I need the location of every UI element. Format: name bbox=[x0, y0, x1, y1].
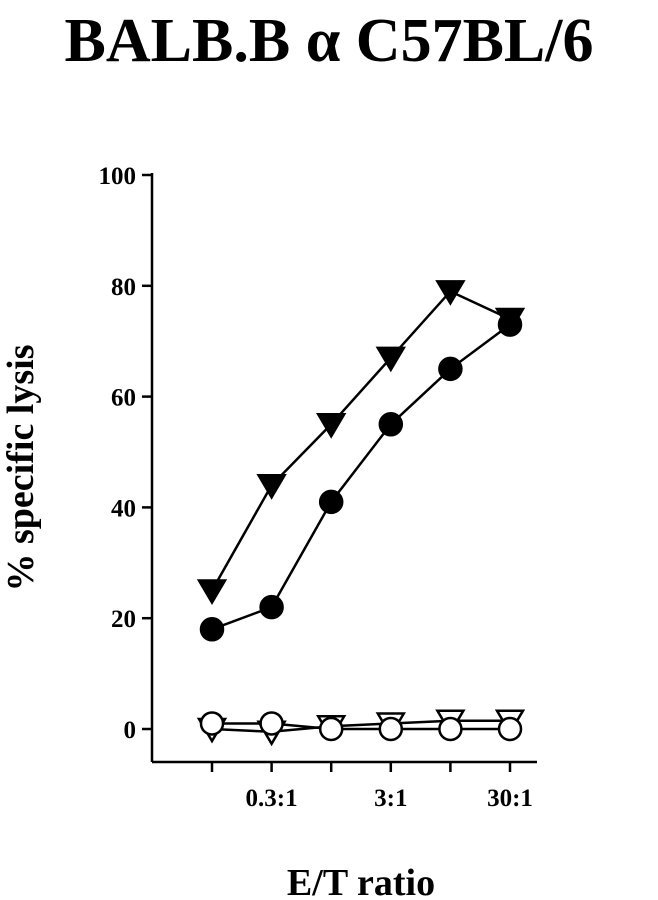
y-tick-label: 100 bbox=[99, 163, 137, 190]
data-point bbox=[375, 346, 406, 373]
y-tick-label: 0 bbox=[124, 717, 137, 744]
data-point bbox=[494, 307, 526, 334]
series-line bbox=[210, 289, 511, 592]
series-line bbox=[211, 719, 510, 734]
axes bbox=[150, 173, 537, 764]
data-point bbox=[497, 716, 523, 742]
series-filled-circle bbox=[199, 312, 523, 642]
x-tick-label: 3:1 bbox=[374, 785, 407, 812]
data-point bbox=[438, 356, 463, 382]
data-point bbox=[256, 473, 287, 500]
axis-ticks: 0 20 40 60 80 100 0.3:1 3:1 30:1 bbox=[99, 163, 533, 812]
data-point bbox=[378, 412, 404, 437]
y-axis-label: % specific lysis bbox=[0, 345, 42, 592]
data-point bbox=[378, 716, 404, 742]
data-point bbox=[435, 280, 466, 306]
x-axis-label: E/T ratio bbox=[287, 862, 435, 900]
y-tick-label: 20 bbox=[111, 606, 136, 633]
data-point bbox=[196, 579, 228, 605]
data-point bbox=[199, 617, 225, 642]
data-point bbox=[199, 711, 225, 736]
data-point bbox=[316, 413, 347, 439]
data-point bbox=[438, 716, 463, 742]
series-line bbox=[211, 323, 511, 631]
series-open-circle bbox=[199, 711, 523, 742]
chart-title: BALB.B α C57BL/6 bbox=[64, 7, 594, 75]
x-tick-label: 30:1 bbox=[487, 785, 533, 812]
y-tick-label: 80 bbox=[111, 274, 136, 301]
x-tick-label: 0.3:1 bbox=[246, 785, 298, 812]
series-filled-triangle-down bbox=[196, 280, 526, 605]
data-point bbox=[318, 716, 344, 742]
data-point bbox=[318, 489, 344, 515]
y-tick-label: 60 bbox=[111, 385, 136, 412]
y-tick-label: 40 bbox=[111, 495, 136, 522]
data-point bbox=[259, 594, 284, 620]
series-layer bbox=[196, 280, 526, 747]
data-point bbox=[259, 711, 284, 736]
series-open-triangle-down bbox=[196, 709, 526, 747]
